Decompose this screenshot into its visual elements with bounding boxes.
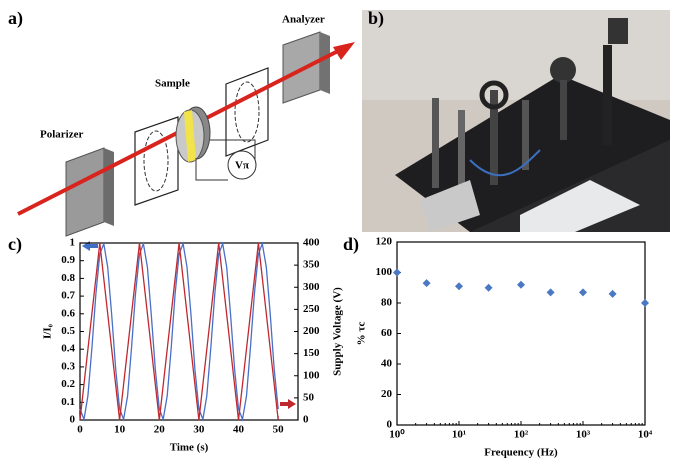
panel-label: a) [8, 8, 23, 29]
y-tick-label: 40 [381, 358, 393, 370]
y2-tick-label: 400 [303, 237, 320, 249]
analyzer-label: Analyzer [282, 14, 325, 26]
y-axis-label: I/I₀ [42, 323, 54, 339]
data-point [546, 288, 555, 297]
x-tick-label: 10³ [576, 429, 591, 441]
y-tick-label: 0.5 [61, 325, 75, 337]
y2-tick-label: 300 [303, 281, 320, 293]
y2-tick-label: 350 [303, 259, 320, 271]
y-tick-label: 0.1 [61, 396, 75, 408]
data-point [484, 283, 493, 292]
data-point [517, 280, 525, 289]
y-tick-label: 0.2 [61, 378, 75, 390]
x-tick-label: 50 [273, 424, 285, 436]
data-point [641, 299, 649, 307]
panel-label: b) [368, 8, 384, 29]
plot-frame [396, 241, 646, 426]
data-point [608, 289, 617, 298]
y2-tick-label: 0 [303, 414, 309, 426]
x-tick-label: 20 [154, 424, 166, 436]
sample-label: Sample [155, 78, 190, 90]
y2-tick-label: 100 [303, 369, 320, 381]
x-tick-label: 40 [233, 424, 245, 436]
x-tick-label: 10 [114, 424, 126, 436]
y-tick-label: 0 [70, 414, 76, 426]
y2-tick-label: 150 [303, 347, 320, 359]
data-point [579, 288, 587, 297]
x-axis-label: Time (s) [170, 442, 209, 454]
x-tick-label: 0 [77, 424, 83, 436]
y-tick-label: 0 [387, 419, 393, 431]
y-tick-label: 0.6 [61, 307, 75, 319]
series-line [79, 241, 279, 422]
y-tick-label: 100 [376, 266, 393, 278]
x-tick-label: 10² [514, 429, 529, 441]
y-tick-label: 0.9 [61, 254, 75, 266]
y2-axis-label: Supply Voltage (V) [332, 287, 344, 376]
x-tick-label: 10¹ [452, 429, 466, 441]
voltage-label: Vπ [235, 160, 249, 172]
setup-diagram [17, 31, 355, 237]
data-point [455, 282, 463, 291]
x-tick-label: 30 [193, 424, 205, 436]
y-tick-label: 120 [376, 236, 393, 248]
y-tick-label: 0.4 [61, 343, 75, 355]
y-tick-label: 0.8 [61, 272, 75, 284]
axis-arrow [280, 399, 296, 409]
x-tick-label: 10⁴ [638, 429, 653, 441]
y-axis-label: % τc [356, 322, 368, 346]
y-tick-label: 80 [381, 297, 393, 309]
data-point [393, 268, 401, 277]
y-tick-label: 0.7 [61, 290, 75, 302]
y2-tick-label: 200 [303, 325, 320, 337]
panel-label: c) [8, 234, 22, 255]
y2-tick-label: 250 [303, 303, 320, 315]
y2-tick-label: 50 [303, 391, 315, 403]
x-axis-label: Frequency (Hz) [484, 447, 558, 459]
x-tick-label: 10⁰ [389, 429, 405, 441]
polarizer-label: Polarizer [40, 129, 83, 141]
setup-photo [362, 10, 670, 232]
panel-label: d) [343, 234, 359, 255]
y-tick-label: 20 [381, 388, 393, 400]
series-line [79, 242, 279, 421]
y-tick-label: 60 [381, 327, 393, 339]
y-tick-label: 0.3 [61, 360, 75, 372]
y-tick-label: 1 [70, 237, 76, 249]
data-point [422, 279, 431, 288]
